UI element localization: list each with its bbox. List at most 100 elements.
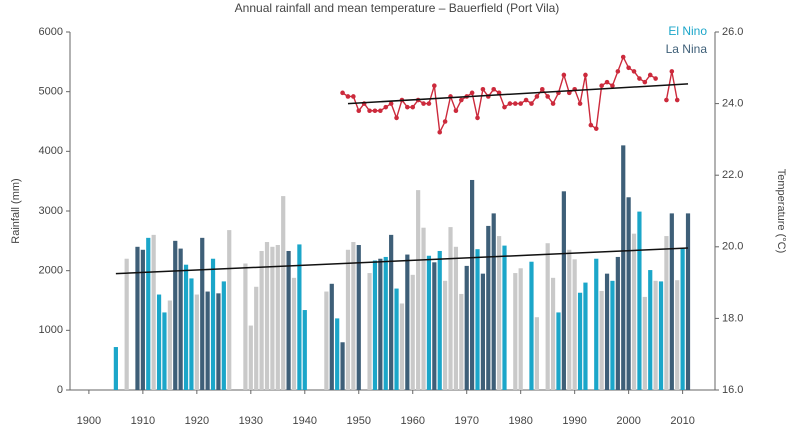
temperature-point xyxy=(475,115,480,121)
temperature-point xyxy=(378,108,383,114)
bar xyxy=(259,250,264,390)
temperature-point xyxy=(599,83,604,88)
bar xyxy=(637,211,642,390)
bar xyxy=(264,242,270,390)
temperature-point xyxy=(523,97,529,103)
bar xyxy=(151,234,156,390)
temperature-point xyxy=(620,54,626,60)
temperature-point xyxy=(502,104,507,110)
bar xyxy=(405,254,410,390)
bar xyxy=(529,261,534,390)
y2-tick-label: 20.0 xyxy=(722,241,743,253)
temperature-point xyxy=(426,101,432,106)
bar xyxy=(550,277,556,390)
bar xyxy=(416,190,421,390)
x-tick-label: 1980 xyxy=(508,415,532,427)
bar xyxy=(642,296,647,390)
bar xyxy=(189,278,194,390)
bar xyxy=(210,258,216,390)
temperature-point xyxy=(647,72,653,78)
bar xyxy=(470,179,475,390)
bar xyxy=(183,264,189,390)
temperature-point xyxy=(642,79,648,85)
x-tick-label: 1910 xyxy=(131,415,155,427)
bar xyxy=(599,290,604,390)
x-tick-label: 1960 xyxy=(400,415,424,427)
temperature-point xyxy=(410,104,416,110)
bar xyxy=(162,312,167,390)
bar xyxy=(453,246,459,390)
bar xyxy=(631,233,637,390)
temperature-point xyxy=(372,108,378,114)
temperature-point xyxy=(534,94,540,99)
temperature-point xyxy=(610,83,615,88)
trend-line xyxy=(347,83,689,105)
bar xyxy=(610,280,615,390)
bar xyxy=(200,237,205,390)
bar xyxy=(567,249,572,390)
bar xyxy=(502,245,507,390)
temperature-point xyxy=(383,104,389,110)
bar xyxy=(356,245,361,390)
bar xyxy=(464,265,469,390)
temperature-point xyxy=(550,101,556,106)
bar xyxy=(399,303,405,390)
y2-tick-label: 26.0 xyxy=(722,26,743,38)
bar xyxy=(410,274,415,390)
temperature-point xyxy=(405,104,410,110)
bar xyxy=(124,258,129,390)
temperature-point xyxy=(480,86,486,92)
temperature-point xyxy=(615,69,621,74)
bar xyxy=(205,291,210,390)
bar xyxy=(281,196,286,390)
bar xyxy=(345,249,351,390)
bar xyxy=(448,227,453,390)
y-tick-label: 2000 xyxy=(39,265,63,277)
bar xyxy=(270,246,275,390)
y2-tick-label: 16.0 xyxy=(722,384,743,396)
temperature-point xyxy=(432,83,437,88)
trend-line xyxy=(115,247,689,275)
bar xyxy=(626,197,631,390)
y-tick-label: 5000 xyxy=(39,86,63,98)
y2-tick-label: 18.0 xyxy=(722,312,743,324)
y2-tick-label: 22.0 xyxy=(722,169,743,181)
legend-label: La Nina xyxy=(666,42,708,56)
bar xyxy=(685,213,691,390)
bar xyxy=(113,347,118,390)
bar xyxy=(324,291,329,390)
bar xyxy=(335,318,340,390)
bar xyxy=(594,258,599,390)
bar xyxy=(291,277,297,390)
bar xyxy=(675,280,680,390)
bar xyxy=(572,259,577,390)
temperature-point xyxy=(512,101,518,106)
temperature-point xyxy=(588,122,594,128)
bar xyxy=(664,236,669,390)
bar xyxy=(518,268,523,390)
x-tick-label: 1950 xyxy=(347,415,371,427)
y-axis-label: Rainfall (mm) xyxy=(10,178,22,243)
bar xyxy=(275,245,280,390)
x-tick-label: 1990 xyxy=(562,415,586,427)
temperature-point xyxy=(388,101,394,106)
bar xyxy=(156,294,162,390)
x-tick-label: 1900 xyxy=(77,415,101,427)
temperature-point xyxy=(545,94,550,99)
bar xyxy=(669,213,674,390)
bar xyxy=(329,283,334,390)
bar xyxy=(378,258,383,390)
temperature-point xyxy=(669,69,675,74)
temperature-point xyxy=(340,90,345,96)
temperature-point xyxy=(529,101,534,106)
bar xyxy=(383,256,388,390)
bar xyxy=(648,270,653,390)
temperature-point xyxy=(442,119,448,124)
bar xyxy=(583,282,588,390)
y-tick-label: 1000 xyxy=(39,324,63,336)
x-tick-label: 2010 xyxy=(670,415,694,427)
y-tick-label: 3000 xyxy=(39,205,63,217)
bar xyxy=(604,273,610,390)
bar xyxy=(513,273,518,390)
chart-title: Annual rainfall and mean temperature – B… xyxy=(235,1,560,15)
